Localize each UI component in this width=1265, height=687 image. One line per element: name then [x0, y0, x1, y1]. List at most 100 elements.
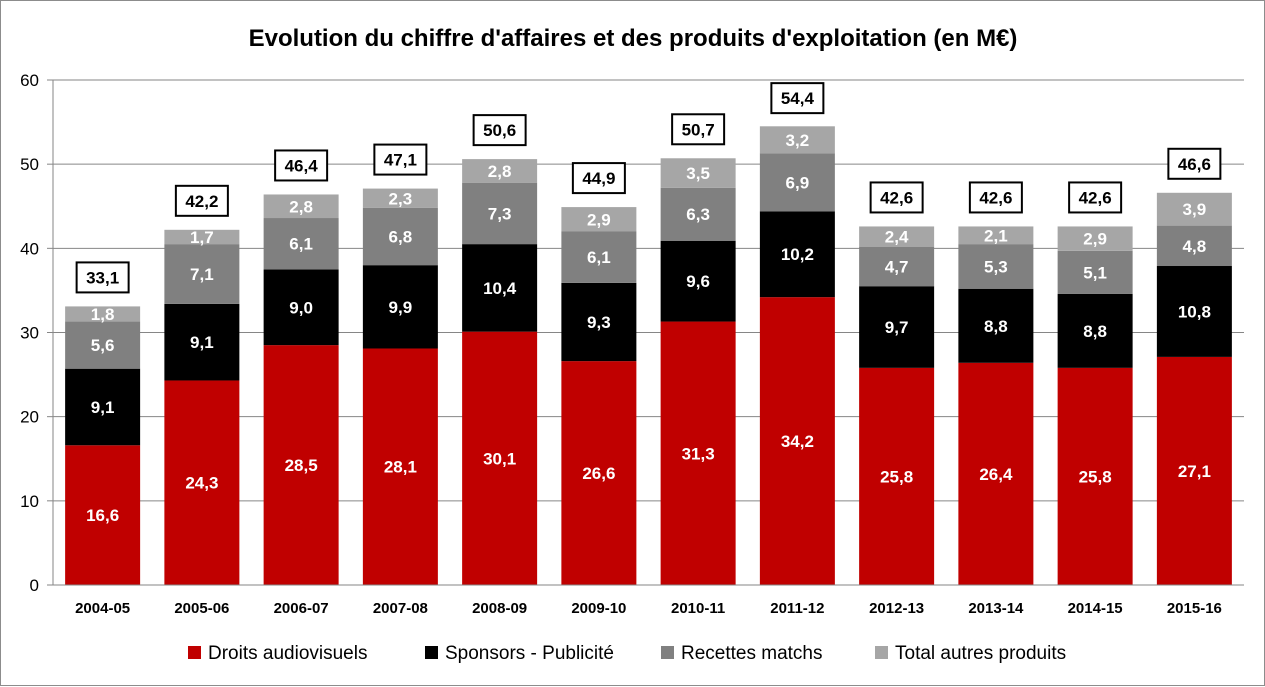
total-box: [75, 261, 130, 294]
data-label: 25,8: [880, 467, 913, 486]
bar-segment: [164, 244, 240, 304]
data-label: 2,9: [1083, 230, 1107, 249]
legend-swatch: [661, 646, 674, 659]
bar-segment: [263, 194, 339, 219]
x-tick-label: 2004-05: [75, 600, 130, 617]
bar-segment: [660, 158, 736, 188]
bar-segment: [362, 348, 438, 585]
data-label: 6,1: [587, 248, 611, 267]
total-box: [968, 181, 1023, 214]
x-tick-label: 2013-14: [968, 600, 1024, 617]
bar-segment: [660, 321, 736, 585]
total-label: 46,4: [285, 156, 319, 175]
legend-swatch: [425, 646, 438, 659]
data-label: 8,8: [1083, 322, 1107, 341]
data-label: 10,4: [483, 279, 517, 298]
y-tick-label: 0: [30, 576, 39, 595]
total-label: 42,6: [880, 188, 913, 207]
data-label: 31,3: [682, 444, 715, 463]
total-box: [571, 162, 626, 195]
chart-title: Evolution du chiffre d'affaires et des p…: [249, 25, 1018, 52]
data-label: 9,1: [91, 398, 115, 417]
data-label: 6,3: [686, 205, 710, 224]
bar-segment: [164, 303, 240, 381]
data-label: 3,2: [786, 131, 810, 150]
bar-segment: [65, 445, 141, 585]
data-label: 6,8: [389, 228, 413, 247]
data-label: 26,4: [979, 465, 1013, 484]
data-label: 16,6: [86, 506, 119, 525]
legend-label: Recettes matchs: [681, 643, 823, 664]
total-box: [174, 184, 229, 217]
bar-segment: [362, 188, 438, 208]
data-label: 6,9: [786, 173, 810, 192]
total-label: 33,1: [86, 268, 119, 287]
y-tick-label: 40: [20, 239, 39, 258]
data-label: 9,6: [686, 272, 710, 291]
x-tick-label: 2005-06: [174, 600, 229, 617]
total-label: 50,7: [682, 120, 715, 139]
bar-segment: [1156, 266, 1232, 357]
bar-segment: [561, 207, 637, 232]
x-tick-label: 2006-07: [274, 600, 329, 617]
segment-labels: 16,6 9,1 5,6 1,8 24,3 9,1 7,1 1,7 28,5 9,0 6,1 2,8 2…: [86, 131, 1211, 525]
bar-segment: [362, 207, 438, 266]
total-box: [373, 143, 428, 176]
data-label: 3,9: [1183, 200, 1207, 219]
total-label: 46,6: [1178, 155, 1211, 174]
bar-segment: [164, 380, 240, 585]
bar-segment: [1057, 367, 1133, 585]
x-tick-label: 2009-10: [571, 600, 626, 617]
data-label: 4,8: [1183, 237, 1207, 256]
y-tick-label: 10: [20, 492, 39, 511]
bar-segment: [561, 282, 637, 362]
data-label: 3,5: [686, 164, 710, 183]
y-tick-label: 50: [20, 155, 39, 174]
x-tick-label: 2014-15: [1068, 600, 1123, 617]
bar-segment: [1057, 226, 1133, 251]
data-label: 9,3: [587, 313, 611, 332]
x-tick-label: 2015-16: [1167, 600, 1222, 617]
total-label: 42,2: [185, 192, 218, 211]
bar-segment: [65, 368, 141, 446]
data-label: 26,6: [582, 464, 615, 483]
bar-segment: [958, 244, 1034, 289]
bar-segment: [362, 265, 438, 349]
total-label: 50,6: [483, 121, 516, 140]
total-label: 54,4: [781, 89, 815, 108]
total-box: [869, 181, 924, 214]
bar-segment: [164, 229, 240, 245]
x-tick-label: 2007-08: [373, 600, 428, 617]
bar-segment: [859, 246, 935, 287]
y-axis-ticks: 0 10 20 30 40 50 60: [20, 71, 39, 595]
data-label: 6,1: [289, 235, 313, 254]
bar-segment: [859, 367, 935, 585]
total-labels: 33,1 42,2 46,4 47,1 50,6 44,9 50,7 54,4 42,6 42,6…: [75, 82, 1222, 294]
bar-segment: [1057, 250, 1133, 294]
bar-segment: [958, 226, 1034, 245]
total-box: [1068, 181, 1123, 214]
legend-swatch: [188, 646, 201, 659]
data-label: 8,8: [984, 317, 1008, 336]
data-label: 34,2: [781, 432, 814, 451]
total-box: [770, 82, 825, 115]
x-tick-label: 2008-09: [472, 600, 527, 617]
data-label: 10,2: [781, 245, 814, 264]
bar-segment: [660, 187, 736, 241]
gridlines: [47, 79, 1244, 586]
bars: [65, 126, 1232, 585]
total-box: [472, 114, 527, 147]
data-label: 27,1: [1178, 462, 1211, 481]
data-label: 28,1: [384, 458, 417, 477]
data-label: 9,7: [885, 318, 909, 337]
total-box: [274, 149, 329, 182]
legend-label: Total autres produits: [895, 643, 1066, 664]
bar-segment: [462, 182, 538, 245]
data-label: 2,8: [289, 197, 313, 216]
bar-segment: [263, 218, 339, 270]
bar-segment: [462, 159, 538, 183]
x-tick-label: 2010-11: [671, 600, 725, 617]
bar-segment: [1156, 225, 1232, 267]
